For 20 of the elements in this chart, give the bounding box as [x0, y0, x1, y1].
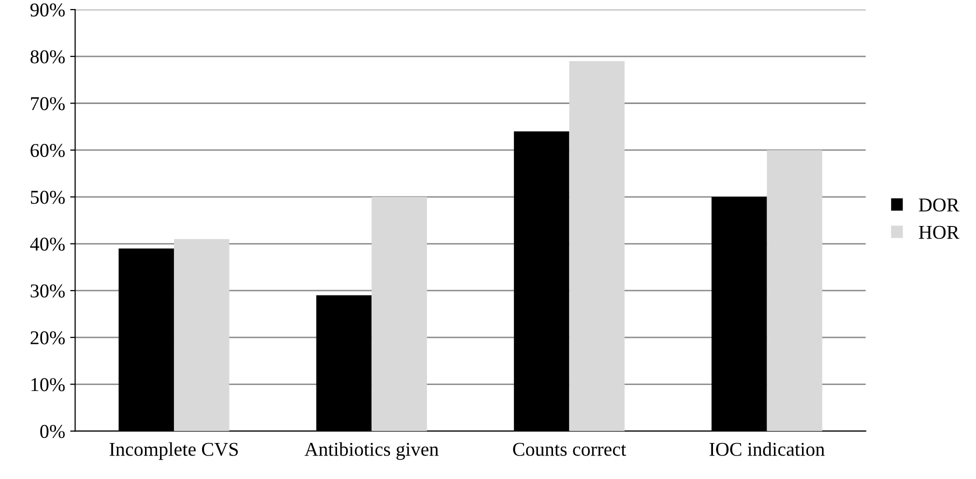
bar: [372, 196, 427, 432]
y-tick-label: 40%: [30, 238, 65, 251]
y-tick-label: 50%: [30, 190, 65, 204]
y-tick-label: 20%: [30, 331, 65, 344]
y-tick-label: 70%: [31, 97, 65, 110]
bar: [174, 239, 230, 432]
legend-label: HOR: [918, 226, 960, 239]
x-tick-label: Incomplete CVS: [110, 442, 238, 460]
y-tick-label: 30%: [30, 284, 65, 298]
x-tick-label: IOC indication: [710, 442, 825, 456]
x-tick-label: Counts correct: [513, 442, 626, 456]
x-tick-label: Antibiotics given: [304, 442, 439, 460]
bar: [766, 150, 822, 432]
bar: [569, 61, 625, 432]
y-tick-label: 90%: [30, 3, 65, 17]
legend-label: DOR: [918, 198, 960, 212]
y-tick-label: 60%: [30, 144, 65, 158]
y-tick-label: 80%: [30, 50, 65, 64]
y-tick-label: 10%: [32, 378, 65, 392]
y-tick-label: 0%: [40, 424, 65, 438]
